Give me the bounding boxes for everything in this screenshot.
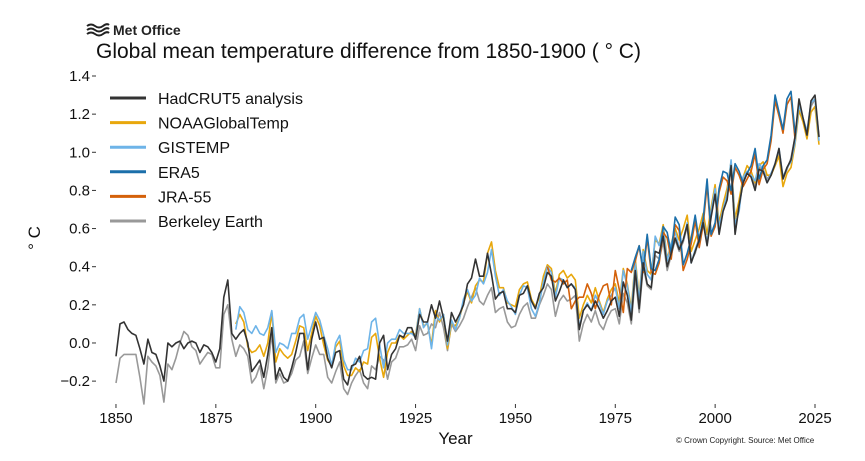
legend-label: HadCRUT5 analysis <box>158 91 303 108</box>
y-tick-label: 1.4 <box>69 68 90 85</box>
x-tick-label: 1975 <box>599 410 632 427</box>
chart-legend: HadCRUT5 analysis NOAAGlobalTemp GISTEMP ER… <box>110 91 303 231</box>
y-axis-label: ° C <box>25 226 44 250</box>
met-office-wave-icon <box>86 23 110 37</box>
x-tick-label: 1900 <box>299 410 332 427</box>
brand-name: Met Office <box>113 22 181 38</box>
series-line-jra-55 <box>546 96 796 314</box>
y-tick-label: 0.2 <box>69 297 90 314</box>
chart-title: Global mean temperature difference from … <box>96 40 641 63</box>
legend-label: GISTEMP <box>158 140 230 157</box>
x-tick-label: 1950 <box>499 410 532 427</box>
x-tick-label: 1875 <box>199 410 232 427</box>
legend-label: Berkeley Earth <box>158 214 263 231</box>
y-tick-label: 0.0 <box>69 335 90 352</box>
chart-axes: −0.2 0.0 0.2 0.4 0.6 0.8 1.0 1.2 1.4 1850 1875 1900… <box>25 68 832 448</box>
series-layer <box>115 90 820 405</box>
y-tick-label: 0.4 <box>69 259 90 276</box>
series-line-gistemp <box>235 98 820 371</box>
y-tick-label: 1.0 <box>69 144 90 161</box>
legend-label: ERA5 <box>158 165 200 182</box>
series-line-hadcrut5-analysis <box>115 94 820 386</box>
y-tick-label: 0.8 <box>69 182 90 199</box>
y-tick-label: −0.2 <box>60 373 90 390</box>
series-line-era5 <box>630 90 796 272</box>
x-tick-label: 1850 <box>99 410 132 427</box>
met-office-logo: Met Office <box>86 22 181 38</box>
x-tick-label: 1925 <box>399 410 432 427</box>
legend-label: JRA-55 <box>158 189 211 206</box>
x-tick-label: 2025 <box>798 410 831 427</box>
copyright-text: © Crown Copyright. Source: Met Office <box>676 436 815 445</box>
legend-label: NOAAGlobalTemp <box>158 116 289 133</box>
x-axis-label: Year <box>438 429 473 448</box>
y-tick-label: 1.2 <box>69 106 90 123</box>
x-tick-label: 2000 <box>698 410 731 427</box>
y-tick-label: 0.6 <box>69 221 90 238</box>
